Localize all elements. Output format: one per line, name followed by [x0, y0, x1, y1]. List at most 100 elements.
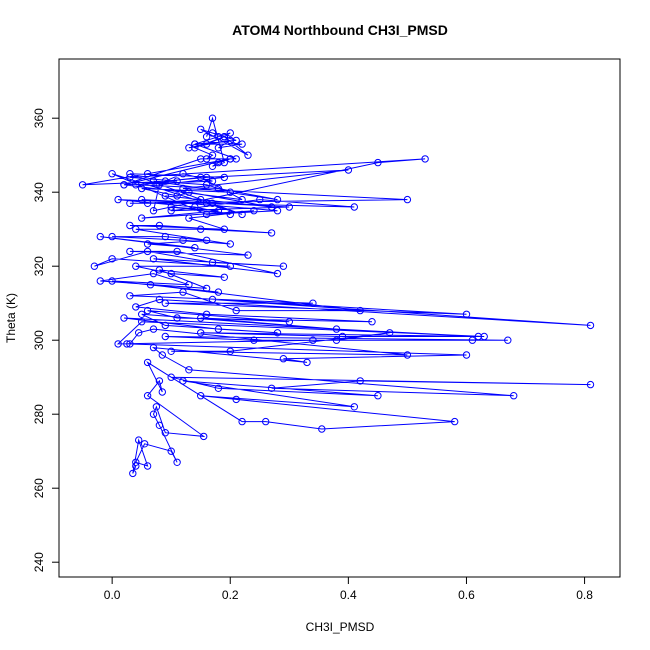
- y-tick-label: 240: [32, 552, 46, 572]
- data-point: [173, 458, 181, 466]
- data-point: [586, 380, 595, 389]
- data-point: [123, 340, 131, 348]
- data-point: [138, 310, 146, 318]
- data-point: [202, 181, 211, 189]
- data-point: [114, 340, 122, 348]
- data-point: [238, 417, 246, 426]
- data-point: [586, 321, 595, 330]
- data-point: [202, 133, 211, 141]
- data-point: [244, 151, 252, 159]
- data-point: [96, 277, 105, 285]
- data-point: [132, 458, 140, 466]
- data-point: [149, 177, 158, 185]
- data-point: [161, 177, 170, 185]
- data-point: [208, 162, 217, 171]
- data-point: [78, 181, 87, 189]
- data-point: [374, 392, 382, 400]
- data-point: [120, 181, 128, 189]
- data-point: [226, 136, 235, 145]
- series-line-group: [82, 116, 591, 474]
- data-point: [149, 325, 158, 333]
- data-point: [108, 232, 116, 241]
- data-point: [143, 358, 152, 367]
- data-point: [202, 155, 211, 163]
- data-point: [96, 232, 105, 241]
- y-tick-label: 340: [32, 182, 46, 202]
- data-point: [226, 240, 235, 248]
- data-point: [244, 251, 252, 259]
- data-point: [149, 255, 158, 263]
- data-point: [214, 384, 223, 392]
- data-point: [126, 340, 134, 348]
- data-point: [238, 210, 246, 219]
- data-point: [191, 244, 199, 252]
- data-point: [135, 329, 143, 337]
- data-point: [202, 210, 211, 219]
- data-point: [232, 155, 240, 163]
- data-points-group: [78, 114, 595, 478]
- data-point: [143, 240, 152, 248]
- data-point: [132, 225, 140, 233]
- data-point: [344, 166, 353, 174]
- data-point: [214, 207, 223, 215]
- data-point: [303, 358, 311, 367]
- data-point: [214, 144, 223, 152]
- data-point: [267, 229, 276, 237]
- data-point: [350, 203, 358, 211]
- data-point: [332, 336, 341, 344]
- series-line: [82, 116, 591, 474]
- data-point: [226, 262, 235, 270]
- data-point: [238, 140, 246, 148]
- data-point: [126, 199, 134, 208]
- data-point: [138, 184, 146, 193]
- data-point: [208, 177, 217, 185]
- data-point: [108, 255, 116, 263]
- data-point: [167, 207, 175, 215]
- data-point: [143, 170, 152, 178]
- data-point: [202, 236, 211, 245]
- data-point: [273, 269, 282, 278]
- data-point: [143, 306, 152, 315]
- data-point: [350, 403, 358, 411]
- data-point: [138, 195, 146, 204]
- data-point: [226, 347, 235, 355]
- data-point: [161, 321, 170, 330]
- data-point: [197, 329, 205, 337]
- data-point: [179, 170, 187, 178]
- data-point: [208, 199, 217, 208]
- data-point: [155, 377, 164, 385]
- data-point: [356, 377, 364, 385]
- x-axis: 0.0 0.2 0.4 0.6 0.8: [104, 576, 593, 602]
- data-point: [208, 129, 217, 137]
- data-point: [191, 144, 199, 152]
- data-point: [510, 392, 518, 400]
- data-point: [197, 314, 205, 322]
- x-tick-label: 0.2: [222, 588, 239, 602]
- data-point: [386, 329, 394, 337]
- data-point: [155, 221, 164, 230]
- data-point: [202, 173, 211, 182]
- data-point: [368, 318, 376, 326]
- data-point: [220, 225, 229, 233]
- data-point: [90, 262, 99, 270]
- y-tick-label: 320: [32, 256, 46, 276]
- data-point: [238, 195, 246, 204]
- data-point: [146, 281, 155, 289]
- data-point: [232, 395, 240, 404]
- data-point: [132, 181, 140, 189]
- data-point: [403, 351, 412, 359]
- data-point: [374, 158, 382, 167]
- data-point: [451, 417, 459, 426]
- data-point: [143, 199, 152, 208]
- data-point: [138, 318, 146, 326]
- x-tick-label: 0.4: [340, 588, 357, 602]
- data-point: [202, 199, 211, 208]
- data-point: [256, 195, 264, 204]
- data-point: [149, 410, 158, 418]
- data-point: [179, 288, 187, 296]
- data-point: [120, 314, 128, 322]
- data-point: [158, 388, 167, 396]
- data-point: [132, 462, 140, 470]
